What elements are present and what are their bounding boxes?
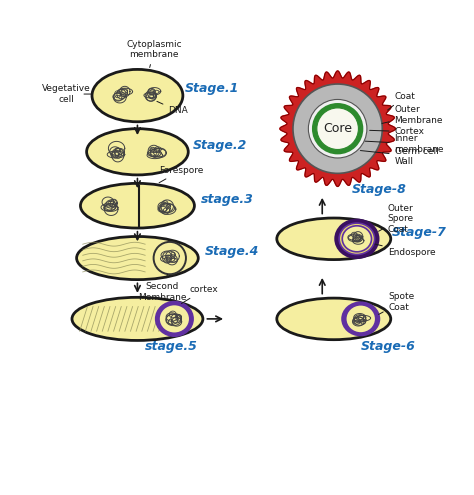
Ellipse shape (339, 223, 374, 254)
Ellipse shape (154, 242, 186, 274)
Polygon shape (280, 71, 395, 187)
Text: stage.3: stage.3 (201, 193, 254, 205)
Text: Stage.4: Stage.4 (205, 245, 260, 258)
Ellipse shape (156, 302, 193, 336)
Text: Cytoplasmic
membrane: Cytoplasmic membrane (127, 40, 182, 67)
Ellipse shape (87, 129, 188, 175)
Ellipse shape (277, 218, 391, 259)
Text: Core: Core (323, 122, 352, 135)
Text: Coat: Coat (388, 92, 416, 110)
Ellipse shape (309, 99, 367, 158)
Ellipse shape (159, 304, 190, 333)
Ellipse shape (342, 302, 379, 335)
Text: Stage-7: Stage-7 (392, 226, 447, 239)
Ellipse shape (81, 183, 194, 228)
Text: stage.5: stage.5 (145, 341, 198, 353)
Text: Germ cell
Wall: Germ cell Wall (360, 147, 438, 166)
Text: Outer
Membrane: Outer Membrane (382, 105, 443, 125)
Text: Stage.1: Stage.1 (185, 82, 239, 95)
Ellipse shape (346, 305, 376, 333)
Text: cortex: cortex (182, 285, 219, 303)
Ellipse shape (313, 104, 362, 153)
Ellipse shape (277, 298, 391, 340)
Text: Forespore: Forespore (159, 166, 203, 183)
Text: Outer
Spore
Coat: Outer Spore Coat (379, 204, 414, 234)
Text: Spote
Coat: Spote Coat (379, 292, 415, 314)
Ellipse shape (335, 220, 378, 258)
Text: Vegetative
cell: Vegetative cell (42, 84, 91, 104)
Text: Stage-8: Stage-8 (352, 183, 406, 197)
Text: DNA: DNA (157, 101, 188, 115)
Text: Endospore: Endospore (375, 244, 435, 257)
Ellipse shape (77, 237, 198, 280)
Ellipse shape (72, 297, 203, 341)
Ellipse shape (342, 226, 372, 252)
Ellipse shape (293, 84, 383, 173)
Text: Inner
membrane: Inner membrane (365, 135, 444, 154)
Text: Second
Membrane: Second Membrane (138, 275, 186, 301)
Text: Stage.2: Stage.2 (193, 139, 247, 152)
Text: Stage-6: Stage-6 (361, 340, 416, 353)
Ellipse shape (317, 108, 358, 149)
Ellipse shape (92, 69, 183, 122)
Text: Cortex: Cortex (370, 127, 425, 136)
